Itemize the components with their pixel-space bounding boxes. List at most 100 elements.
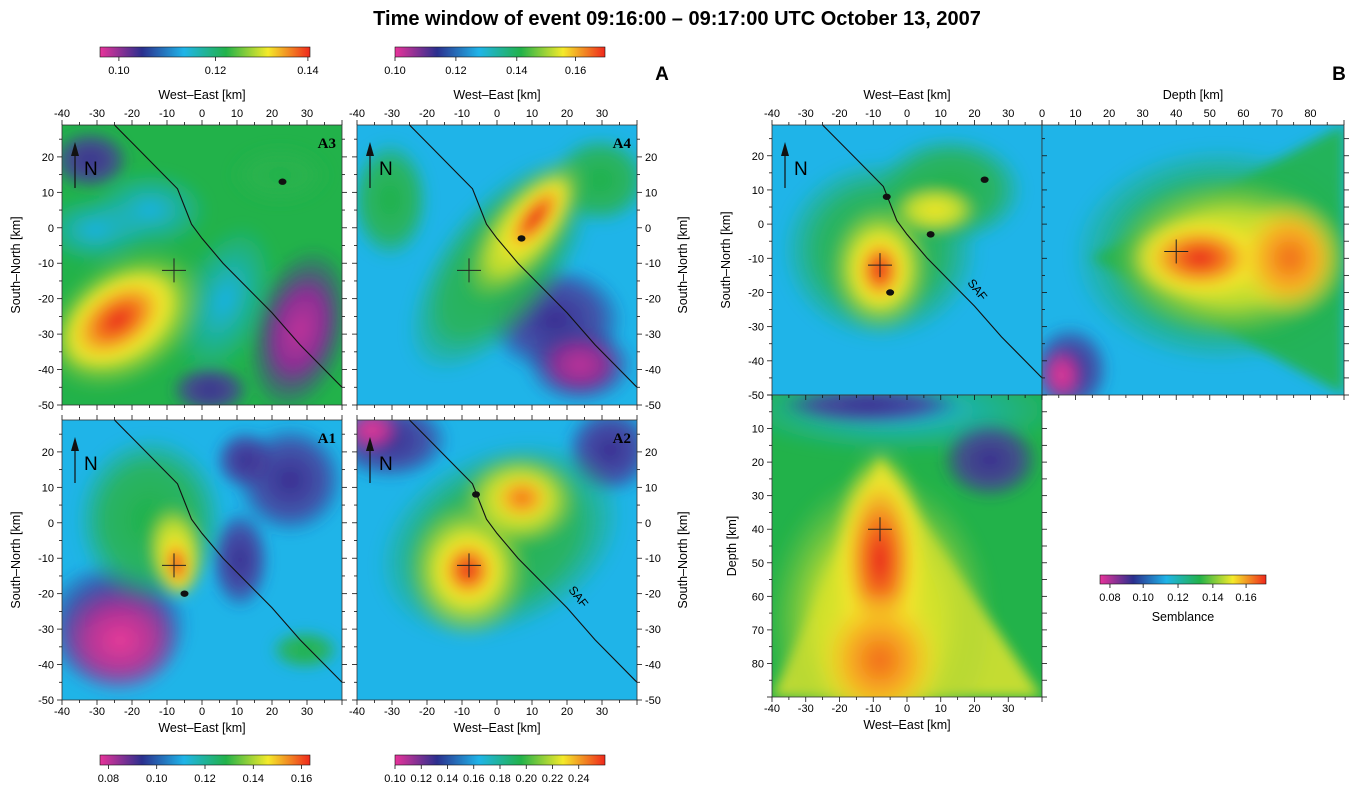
x-tick-label-bx-8: 80 [1304, 108, 1316, 120]
y-axis-title-a1: South–North [km] [9, 511, 23, 608]
y-tick-label-a1-7: -50 [38, 695, 54, 707]
x-tick-label-a3-2: -20 [124, 108, 140, 120]
y-tick-label-bd-6: 70 [752, 625, 764, 637]
x-tick-label-a4-7: 30 [596, 108, 608, 120]
panel-a1-north-arrow: N [71, 437, 98, 483]
y-tick-label-a2-5: -30 [645, 624, 661, 636]
y-tick-label-a3-2: 0 [48, 223, 54, 235]
x-tick-label-a1-5: 10 [231, 706, 243, 718]
x-tick-label-a3-5: 10 [231, 108, 243, 120]
x-tick-label-bx-0: 0 [1039, 108, 1045, 120]
x-tick-label-bm-3: -10 [865, 108, 881, 120]
aftershock-marker-a2-1 [472, 491, 480, 498]
aftershock-marker-bm-2 [926, 231, 935, 238]
x-tick-label-a4-6: 20 [561, 108, 573, 120]
y-tick-label-bm-2: 0 [758, 219, 764, 231]
colorbar-a2-tick-0: 0.10 [384, 773, 405, 785]
aftershock-marker-bm-3 [886, 289, 895, 296]
panel-b-map-heatmap [772, 125, 1042, 395]
x-tick-label-a2-6: 20 [561, 706, 573, 718]
colorbar-a2-tick-6: 0.22 [542, 773, 563, 785]
y-tick-label-a2-2: 0 [645, 518, 651, 530]
x-tick-label-bm-5: 10 [935, 108, 947, 120]
aftershock-marker-bm-0 [980, 176, 989, 183]
colorbar-a2: 0.10 0.12 0.14 0.16 0.18 0.20 0.22 0.24 [384, 754, 606, 785]
y-tick-label-bd-0: 10 [752, 424, 764, 436]
y-tick-label-a3-4: -20 [38, 294, 54, 306]
panel-a4-fault-line [409, 125, 637, 388]
panel-b-map-epicenter-marker [868, 253, 892, 278]
panel-b-xdepth-epicenter-marker [1164, 239, 1189, 264]
panel-a3-heatmap [62, 125, 342, 405]
colorbar-a1-tick-3: 0.14 [243, 773, 264, 785]
x-tick-label-a3-1: -30 [89, 108, 105, 120]
x-tick-label-bm-1: -30 [798, 108, 814, 120]
x-tick-label-bd-4: 0 [904, 703, 910, 715]
x-tick-label-bx-4: 40 [1170, 108, 1182, 120]
colorbar-b-tick-2: 0.12 [1167, 592, 1188, 604]
aftershock-marker-a1-3 [180, 590, 189, 597]
panel-a2-fault-line [409, 420, 637, 683]
x-tick-label-a3-6: 20 [266, 108, 278, 120]
figure-label-a: A [655, 64, 669, 85]
y-tick-label-a4-2: 0 [645, 223, 651, 235]
y-tick-label-bd-7: 80 [752, 658, 764, 670]
figure-label-b: B [1332, 64, 1346, 85]
panel-a1-epicenter-marker [162, 553, 186, 578]
x-tick-label-a2-1: -30 [384, 706, 400, 718]
x-tick-label-bm-0: -40 [764, 108, 780, 120]
y-axis-title-a2: South–North [km] [676, 511, 690, 608]
colorbar-a2-tick-7: 0.24 [568, 773, 589, 785]
x-tick-label-a2-5: 10 [526, 706, 538, 718]
x-tick-label-a4-4: 0 [494, 108, 500, 120]
x-tick-label-bd-5: 10 [935, 703, 947, 715]
colorbar-b-tick-1: 0.10 [1132, 592, 1153, 604]
x-axis-title-bd: West–East [km] [863, 718, 950, 732]
y-tick-label-a1-3: -10 [38, 553, 54, 565]
y-tick-label-a3-7: -50 [38, 400, 54, 412]
x-tick-label-bd-2: -20 [832, 703, 848, 715]
x-tick-label-bd-1: -30 [798, 703, 814, 715]
x-tick-label-a1-4: 0 [199, 706, 205, 718]
panel-a4-label: A4 [613, 136, 632, 152]
x-tick-label-a1-3: -10 [159, 706, 175, 718]
x-axis-title-bx: Depth [km] [1163, 88, 1223, 102]
x-tick-label-bd-7: 30 [1002, 703, 1014, 715]
x-tick-label-bd-0: -40 [764, 703, 780, 715]
x-tick-label-a1-0: -40 [54, 706, 70, 718]
colorbar-a2-tick-5: 0.20 [516, 773, 537, 785]
y-axis-title-bm: South–North [km] [719, 211, 733, 308]
y-tick-label-a2-6: -40 [645, 660, 661, 672]
panel-a4-north-arrow: N [366, 142, 393, 188]
panel-b-depth-epicenter-marker [868, 517, 892, 542]
y-tick-label-bm-4: -20 [748, 287, 764, 299]
y-tick-label-a3-1: 10 [42, 187, 54, 199]
panel-a3-north-arrow: N [71, 142, 98, 188]
aftershock-marker-a3-0 [278, 178, 287, 185]
axes-layer: -40 -30 -20 -10 0 10 20 30 West–East [km] 20 10 0 -1… [9, 88, 1349, 735]
x-tick-label-a3-4: 0 [199, 108, 205, 120]
colorbar-a1-tick-4: 0.16 [291, 773, 312, 785]
y-tick-label-a4-5: -30 [645, 329, 661, 341]
x-tick-label-bx-5: 50 [1204, 108, 1216, 120]
x-tick-label-bx-3: 30 [1137, 108, 1149, 120]
colorbar-a1-tick-0: 0.08 [98, 773, 119, 785]
y-axis-title-a4: South–North [km] [676, 216, 690, 313]
colorbar-a3-tick-0: 0.10 [108, 65, 129, 77]
panel-a3-fault-line [114, 125, 342, 388]
x-tick-label-bd-3: -10 [865, 703, 881, 715]
y-axis-title-a3: South–North [km] [9, 216, 23, 313]
x-tick-label-a4-0: -40 [349, 108, 365, 120]
x-tick-label-a2-2: -20 [419, 706, 435, 718]
panel-b-map-fault-line [822, 125, 1042, 379]
colorbar-a2-tick-4: 0.18 [489, 773, 510, 785]
x-tick-label-bm-4: 0 [904, 108, 910, 120]
x-axis-title-a3: West–East [km] [158, 88, 245, 102]
x-tick-label-a4-1: -30 [384, 108, 400, 120]
panel-a4-epicenter-marker [457, 258, 481, 283]
x-tick-label-bm-7: 30 [1002, 108, 1014, 120]
x-axis-title-a2: West–East [km] [453, 721, 540, 735]
x-tick-label-a1-6: 20 [266, 706, 278, 718]
y-tick-label-bd-4: 50 [752, 558, 764, 570]
aftershock-marker-bm-1 [882, 193, 891, 200]
